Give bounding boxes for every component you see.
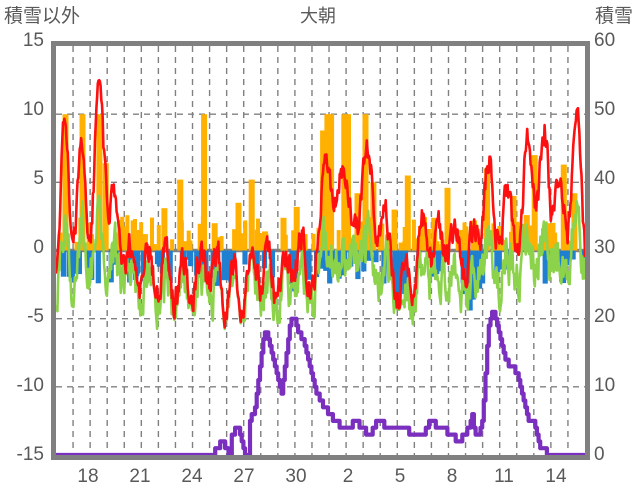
left-axis-title: 積雪以外 xyxy=(4,6,81,27)
chart-svg xyxy=(56,46,585,455)
x-tick-0: 18 xyxy=(77,466,99,487)
y-tick-right-6: 0 xyxy=(594,444,605,465)
y-tick-left-2: 5 xyxy=(33,168,44,189)
y-tick-right-0: 60 xyxy=(594,30,616,51)
y-tick-right-1: 50 xyxy=(594,99,616,120)
x-tick-7: 8 xyxy=(446,466,458,487)
plot-area xyxy=(51,41,590,460)
right-axis-title: 積雪 xyxy=(594,6,633,27)
y-tick-right-2: 40 xyxy=(594,168,616,189)
plot-canvas xyxy=(56,46,585,455)
x-tick-2: 24 xyxy=(181,466,203,487)
y-tick-left-0: 15 xyxy=(22,30,44,51)
x-tick-8: 11 xyxy=(494,466,514,487)
x-tick-1: 21 xyxy=(129,466,151,487)
y-tick-right-5: 10 xyxy=(594,375,616,396)
x-tick-5: 2 xyxy=(342,466,354,487)
x-tick-4: 30 xyxy=(285,466,307,487)
y-tick-left-3: 0 xyxy=(33,237,44,258)
y-tick-right-4: 20 xyxy=(594,306,616,327)
x-tick-9: 14 xyxy=(545,466,567,487)
y-tick-right-3: 30 xyxy=(594,237,616,258)
x-tick-6: 5 xyxy=(394,466,406,487)
y-tick-left-6: -15 xyxy=(16,444,44,465)
y-tick-left-5: -10 xyxy=(16,375,44,396)
x-tick-3: 27 xyxy=(233,466,255,487)
y-tick-left-1: 10 xyxy=(22,99,44,120)
y-tick-left-4: -5 xyxy=(27,306,44,327)
chart-title: 大朝 xyxy=(300,6,336,26)
